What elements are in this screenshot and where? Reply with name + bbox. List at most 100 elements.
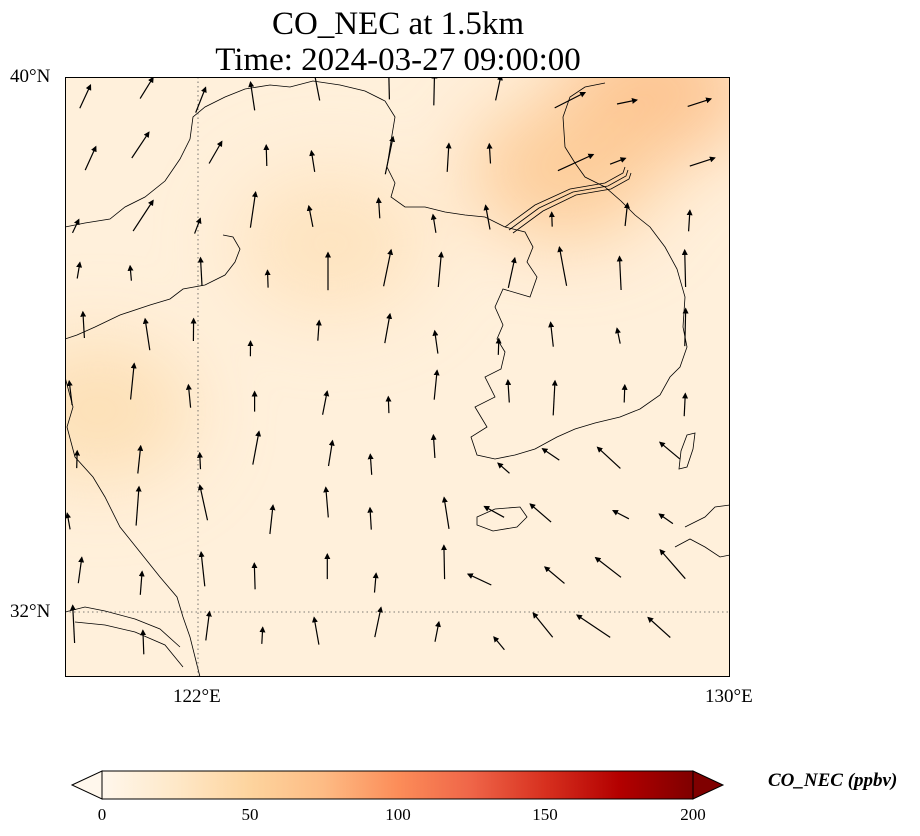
concentration-hotspot xyxy=(468,100,659,241)
wind-arrow xyxy=(532,612,554,638)
wind-arrow xyxy=(483,204,491,230)
coastline-jeju xyxy=(476,506,528,532)
wind-arrow xyxy=(137,444,144,474)
wind-arrow xyxy=(430,213,437,233)
wind-arrow xyxy=(77,556,85,584)
wind-arrow xyxy=(76,261,83,279)
wind-arrow xyxy=(543,566,565,584)
wind-arrow xyxy=(322,390,330,415)
wind-arrow xyxy=(384,312,393,344)
wind-arrow xyxy=(69,604,76,644)
wind-arrow xyxy=(135,485,142,526)
wind-arrow xyxy=(658,513,674,525)
wind-arrow xyxy=(71,218,80,234)
wind-arrow xyxy=(127,264,134,281)
wind-arrow xyxy=(682,392,689,417)
coastline-liaodong xyxy=(65,80,506,228)
wind-arrow xyxy=(248,81,256,111)
wind-arrow xyxy=(493,636,505,651)
map-subtitle-time: Time: 2024-03-27 09:00:00 xyxy=(215,42,581,78)
wind-arrow xyxy=(138,570,145,595)
wind-arrow xyxy=(529,503,552,523)
colorbar-tick-label: 150 xyxy=(532,805,558,824)
wind-arrow xyxy=(309,149,316,172)
wind-arrow xyxy=(327,439,335,467)
wind-arrow xyxy=(682,307,689,347)
wind-arrow xyxy=(367,506,374,530)
gridlines xyxy=(65,77,730,677)
wind-arrow xyxy=(616,255,623,291)
colorbar xyxy=(101,770,694,800)
wind-arrow xyxy=(374,606,383,638)
wind-arrow xyxy=(554,91,587,109)
wind-arrow xyxy=(445,142,452,172)
wind-arrow xyxy=(658,441,681,460)
wind-arrow xyxy=(196,451,203,470)
wind-arrow xyxy=(259,626,266,644)
wind-arrow xyxy=(495,337,502,355)
border-river-2 xyxy=(508,169,629,231)
wind-arrow xyxy=(195,86,207,113)
wind-arrow xyxy=(486,142,493,164)
wind-arrow xyxy=(80,310,87,339)
wind-arrow xyxy=(437,251,444,288)
wind-arrow xyxy=(315,319,322,341)
wind-arrow xyxy=(441,496,450,529)
wind-arrow xyxy=(557,153,595,172)
wind-arrow xyxy=(306,204,314,228)
colorbar-label: CO_NEC (ppbv) xyxy=(768,770,898,791)
wind-arrow xyxy=(576,614,611,638)
wind-arrow xyxy=(132,199,154,232)
colorbar-tick-label: 100 xyxy=(385,805,411,824)
wind-arrow xyxy=(269,504,276,535)
wind-arrow xyxy=(375,197,382,219)
wind-arrow xyxy=(686,209,693,232)
wind-arrow xyxy=(367,453,374,475)
colorbar-tick-label: 200 xyxy=(680,805,706,824)
wind-arrow xyxy=(185,383,192,408)
lon-tick-label-122: 122°E xyxy=(173,686,221,707)
wind-arrow xyxy=(541,448,560,461)
concentration-hotspots xyxy=(65,77,730,481)
wind-arrow xyxy=(205,610,212,641)
wind-arrow xyxy=(505,379,512,403)
wind-arrow xyxy=(198,551,206,587)
wind-arrow xyxy=(596,446,621,469)
border-river-1 xyxy=(504,166,626,228)
coastlines xyxy=(65,80,730,677)
wind-arrow xyxy=(483,505,505,518)
wind-arrow xyxy=(264,269,271,288)
wind-arrow xyxy=(431,77,438,106)
wind-arrow xyxy=(548,211,555,227)
wind-arrow xyxy=(372,572,379,593)
wind-arrow xyxy=(384,135,396,175)
wind-arrow xyxy=(624,202,630,227)
wind-arrow xyxy=(689,156,716,167)
wind-arrow xyxy=(84,145,97,171)
wind-arrow xyxy=(621,383,628,403)
wind-arrow xyxy=(497,462,510,474)
wind-arrow xyxy=(139,77,154,99)
wind-arrow xyxy=(142,317,151,351)
wind-arrow xyxy=(385,395,392,414)
wind-arrow xyxy=(131,131,150,159)
wind-arrow xyxy=(66,379,73,406)
wind-arrow xyxy=(612,510,630,520)
wind-arrow xyxy=(432,329,439,354)
map-panel xyxy=(65,77,730,677)
wind-arrow xyxy=(65,512,72,530)
wind-arrow xyxy=(551,379,558,416)
wind-arrow xyxy=(208,140,223,164)
colorbar-extend-low xyxy=(70,770,103,800)
wind-arrow xyxy=(323,486,330,518)
wind-arrow xyxy=(434,620,441,642)
wind-arrow xyxy=(197,484,209,521)
wind-arrow xyxy=(252,430,262,465)
map-title: CO_NEC at 1.5km xyxy=(271,6,525,42)
coastline-jiangsu xyxy=(65,376,201,677)
lon-tick-label-130: 130°E xyxy=(705,686,753,707)
wind-arrow xyxy=(249,191,258,228)
wind-arrow xyxy=(74,449,81,469)
lat-tick-label-32: 32°N xyxy=(10,601,51,622)
concentration-hotspot xyxy=(65,340,194,481)
